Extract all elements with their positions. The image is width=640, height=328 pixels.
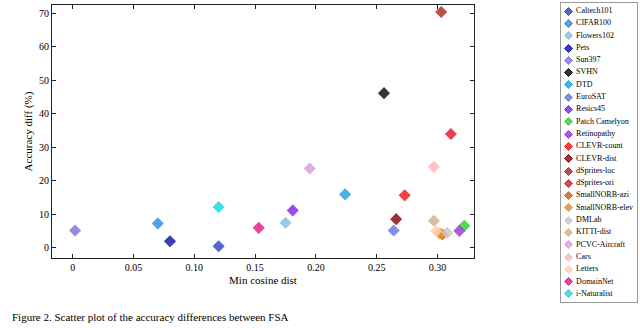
svg-text:50: 50 xyxy=(39,75,49,86)
html-text:SmallNORB-elev: SmallNORB-elev xyxy=(576,202,633,212)
html-text:Cars: Cars xyxy=(576,251,591,261)
html-text:CIFAR100: CIFAR100 xyxy=(576,18,612,28)
html-text:dSprites-loc: dSprites-loc xyxy=(576,165,615,175)
html-text:Sun397: Sun397 xyxy=(576,55,601,65)
html-text:Patch Camelyon: Patch Camelyon xyxy=(576,116,629,126)
html-text:SmallNORB-azi: SmallNORB-azi xyxy=(576,190,629,200)
svg-text:10: 10 xyxy=(39,209,49,220)
svg-text:0.10: 0.10 xyxy=(186,262,204,273)
svg-text:40: 40 xyxy=(39,108,49,119)
html-text:Retinopathy: Retinopathy xyxy=(576,129,616,138)
html-text:Flowers102: Flowers102 xyxy=(576,30,614,40)
svg-text:Figure 2. Scatter plot of the: Figure 2. Scatter plot of the accuracy d… xyxy=(12,311,289,323)
svg-text:0.15: 0.15 xyxy=(246,262,264,273)
svg-text:60: 60 xyxy=(39,41,49,52)
svg-text:70: 70 xyxy=(39,8,49,19)
html-text:EuroSAT: EuroSAT xyxy=(576,92,606,102)
html-text:DTD: DTD xyxy=(576,79,593,89)
html-text:DMLab: DMLab xyxy=(576,215,602,224)
html-text:Letters: Letters xyxy=(576,264,599,274)
svg-text:0: 0 xyxy=(44,242,49,253)
html-text:CLEVR-dist: CLEVR-dist xyxy=(576,153,617,163)
svg-text:0.30: 0.30 xyxy=(429,262,447,273)
svg-text:0.05: 0.05 xyxy=(125,262,143,273)
svg-text:Accuracy diff (%): Accuracy diff (%) xyxy=(22,91,35,171)
svg-text:0.25: 0.25 xyxy=(368,262,386,273)
svg-text:0.20: 0.20 xyxy=(307,262,325,273)
svg-text:20: 20 xyxy=(39,175,49,186)
html-text:DomainNet: DomainNet xyxy=(576,276,614,286)
html-text:Pets: Pets xyxy=(576,42,590,52)
svg-text:0: 0 xyxy=(70,262,75,273)
html-text:SVHN: SVHN xyxy=(576,67,598,77)
html-text:Caltech101: Caltech101 xyxy=(576,6,613,15)
html-text:KITTI-dist: KITTI-dist xyxy=(576,227,612,237)
html-text:Resics45: Resics45 xyxy=(576,104,605,114)
html-text:CLEVR-count: CLEVR-count xyxy=(576,141,623,151)
html-text:dSprites-ori: dSprites-ori xyxy=(576,178,614,188)
svg-text:30: 30 xyxy=(39,142,49,153)
html-text:i-Naturalist: i-Naturalist xyxy=(576,288,613,298)
svg-text:Min cosine dist: Min cosine dist xyxy=(229,274,297,286)
html-text:PCVC-Aircraft: PCVC-Aircraft xyxy=(576,239,625,249)
